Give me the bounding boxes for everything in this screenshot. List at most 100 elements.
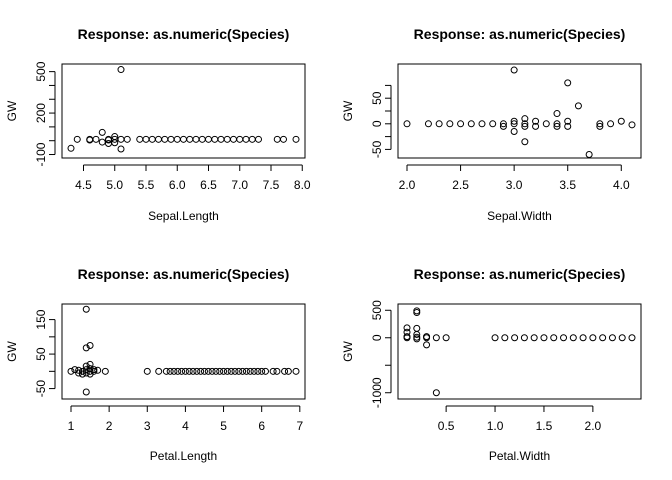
- data-point: [617, 117, 625, 125]
- data-point: [92, 135, 100, 143]
- data-point: [521, 115, 529, 123]
- data-point: [230, 135, 237, 143]
- data-point: [82, 388, 90, 396]
- data-point: [550, 334, 558, 342]
- data-point: [143, 367, 151, 375]
- data-point: [478, 120, 486, 128]
- x-tick-label: 3: [144, 419, 151, 433]
- data-point: [117, 135, 125, 143]
- data-point: [71, 366, 79, 374]
- data-point: [628, 334, 636, 342]
- data-point: [250, 367, 258, 375]
- data-point: [284, 367, 292, 375]
- data-point: [82, 344, 90, 352]
- data-point: [216, 367, 224, 375]
- data-point: [510, 66, 518, 74]
- y-tick-label: 150: [34, 309, 48, 329]
- data-point: [185, 367, 193, 375]
- x-tick-label: 2.0: [399, 178, 416, 192]
- plot-title: Response: as.numeric(Species): [414, 266, 626, 282]
- data-point: [148, 135, 156, 143]
- data-point: [78, 367, 86, 375]
- data-point: [170, 367, 178, 375]
- data-point: [435, 120, 443, 128]
- x-tick-label: 2.0: [585, 419, 602, 433]
- y-tick-label: -50: [370, 140, 384, 158]
- data-point: [242, 135, 250, 143]
- data-point: [223, 367, 231, 375]
- data-point: [117, 145, 125, 153]
- data-point: [273, 367, 281, 375]
- y-axis-label: GW: [5, 341, 19, 362]
- data-point: [521, 122, 529, 130]
- plot-frame: [397, 63, 642, 159]
- x-axis-label: Petal.Width: [489, 449, 550, 463]
- data-point: [618, 334, 626, 342]
- x-tick-label: 2: [106, 419, 113, 433]
- y-axis-label: GW: [341, 341, 355, 362]
- data-point: [86, 360, 94, 368]
- y-axis-label: GW: [341, 100, 355, 121]
- data-point: [579, 334, 587, 342]
- data-point: [231, 367, 239, 375]
- x-tick-label: 1.0: [487, 419, 504, 433]
- x-tick-label: 7.5: [263, 178, 280, 192]
- data-point: [589, 334, 597, 342]
- data-point: [292, 135, 300, 143]
- data-point: [78, 370, 86, 378]
- data-point: [261, 367, 269, 375]
- data-point: [403, 120, 411, 128]
- data-point: [467, 120, 475, 128]
- data-point: [269, 367, 277, 375]
- data-point: [186, 135, 194, 143]
- data-point: [532, 117, 540, 125]
- data-point: [403, 328, 411, 336]
- data-point: [596, 122, 604, 130]
- data-point: [530, 334, 538, 342]
- y-tick-label: 200: [34, 103, 48, 123]
- x-tick-label: 5.0: [106, 178, 123, 192]
- scatter-panel-3: Response: as.numeric(Species) 1 2 3 4 5 6 7 -50 5…: [5, 266, 306, 463]
- data-point: [86, 341, 94, 349]
- data-point: [413, 330, 421, 338]
- x-tick-label: 7: [296, 419, 303, 433]
- data-point: [155, 367, 163, 375]
- data-point: [212, 367, 220, 375]
- data-point: [192, 135, 200, 143]
- y-tick-label: 50: [34, 347, 48, 361]
- data-point: [569, 334, 577, 342]
- data-point: [423, 341, 431, 349]
- data-point: [564, 79, 572, 87]
- data-point: [197, 367, 205, 375]
- data-point: [413, 308, 421, 316]
- data-point: [161, 135, 169, 143]
- data-point: [510, 127, 518, 135]
- data-point: [227, 367, 235, 375]
- data-point: [101, 367, 109, 375]
- data-point: [155, 135, 162, 143]
- data-point: [82, 369, 90, 377]
- data-point: [204, 367, 212, 375]
- data-point: [162, 367, 170, 375]
- data-point: [457, 120, 465, 128]
- data-point: [628, 121, 636, 129]
- data-point: [423, 334, 431, 342]
- data-point: [489, 120, 497, 128]
- y-axis-label: GW: [5, 100, 19, 121]
- data-point: [178, 367, 186, 375]
- data-point: [585, 151, 593, 159]
- data-point: [174, 367, 182, 375]
- data-point: [553, 122, 561, 130]
- data-point: [432, 389, 440, 397]
- data-point: [292, 367, 300, 375]
- data-point: [501, 334, 509, 342]
- data-point: [166, 367, 174, 375]
- data-point: [560, 334, 568, 342]
- x-tick-label: 3.5: [559, 178, 576, 192]
- data-point: [211, 135, 219, 143]
- data-point: [564, 122, 572, 130]
- scatter-panel-1: Response: as.numeric(Species) 4.5 5.0 5.5 6.…: [5, 26, 311, 223]
- x-tick-label: 5.5: [138, 178, 155, 192]
- data-point: [491, 334, 499, 342]
- x-axis-label: Sepal.Width: [487, 209, 552, 223]
